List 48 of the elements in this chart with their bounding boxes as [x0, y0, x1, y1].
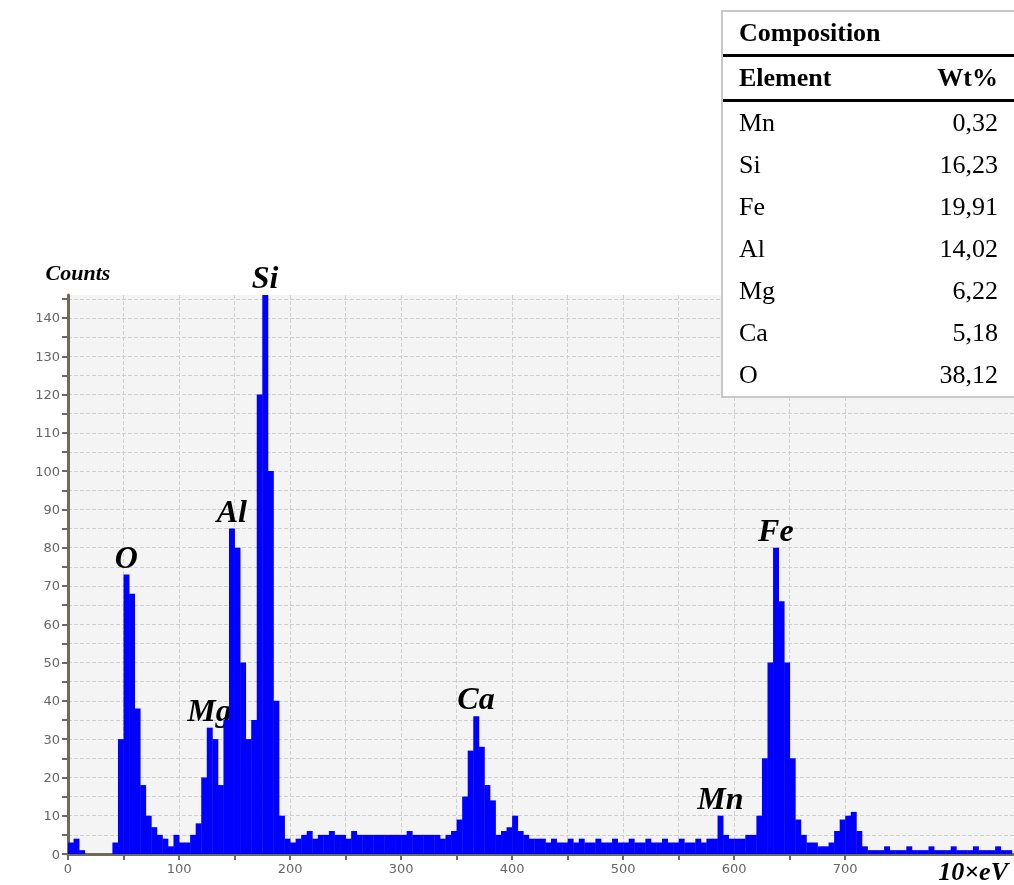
x-tick-label: 600 — [721, 861, 747, 876]
y-tick-label: 130 — [35, 348, 60, 364]
y-tick-label: 0 — [51, 846, 60, 862]
data-label: 0,32 — [951, 107, 999, 139]
y-tick-label: 90 — [43, 501, 60, 517]
category-label: Ca — [738, 317, 769, 349]
text: Wt% — [889, 55, 1014, 101]
annotation: Si — [251, 259, 279, 295]
y-tick-label: 40 — [43, 693, 60, 709]
x-tick-label: 400 — [499, 861, 525, 876]
y-tick-label: 20 — [43, 769, 60, 785]
category-label: Si — [738, 149, 762, 181]
x-tick-label: 200 — [277, 861, 303, 876]
data-label: 5,18 — [951, 317, 999, 349]
data-label: 38,12 — [938, 359, 999, 391]
annotation: Mn — [696, 779, 744, 816]
x-axis-title: 10×eV — [938, 856, 1011, 885]
y-tick-label: 120 — [35, 387, 60, 403]
y-tick-label: 110 — [35, 425, 60, 441]
x-tick-label: 100 — [166, 861, 192, 876]
data-label: 16,23 — [938, 149, 999, 181]
data-label: 19,91 — [938, 191, 999, 223]
y-tick-label: 10 — [43, 808, 60, 824]
y-tick-label: 100 — [35, 463, 60, 479]
y-tick-label: 50 — [43, 655, 60, 671]
category-label: O — [738, 359, 759, 391]
y-tick-label: 60 — [43, 616, 60, 632]
data-label: 14,02 — [938, 233, 999, 265]
annotation: Al — [214, 492, 247, 529]
x-tick-label: 700 — [832, 861, 858, 876]
annotation: Ca — [457, 680, 495, 717]
y-tick-label: 80 — [43, 540, 60, 556]
category-label: Fe — [738, 191, 766, 223]
y-tick-label: 70 — [43, 578, 60, 594]
x-tick-label: 300 — [388, 861, 414, 876]
y-axis-title: Counts — [45, 259, 111, 285]
text: Composition — [738, 17, 882, 49]
x-tick-label: 0 — [63, 861, 73, 876]
x-tick-label: 500 — [610, 861, 636, 876]
annotation: Fe — [757, 511, 794, 548]
category-label: Al — [738, 233, 766, 265]
y-tick-label: 140 — [35, 310, 60, 326]
category-label: Mg — [738, 275, 777, 307]
category-label: Mn — [738, 107, 777, 139]
text: Element — [723, 55, 890, 101]
data-label: 6,22 — [951, 275, 999, 307]
annotation: O — [114, 538, 138, 575]
y-tick-label: 30 — [43, 731, 60, 747]
